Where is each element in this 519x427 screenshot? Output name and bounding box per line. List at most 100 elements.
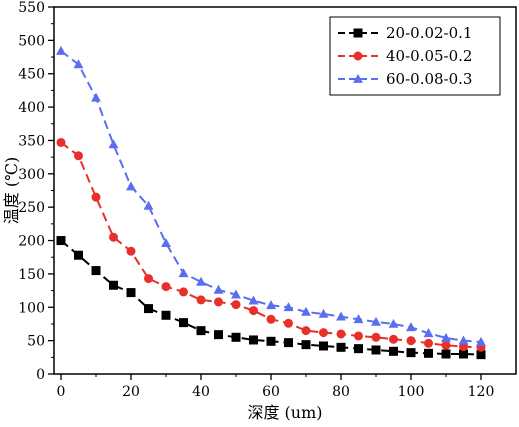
data-point xyxy=(231,300,241,310)
data-point xyxy=(476,350,486,360)
data-point xyxy=(266,314,276,324)
data-point xyxy=(56,45,66,55)
legend-label: 20-0.02-0.1 xyxy=(386,24,472,42)
plot-series xyxy=(56,45,486,360)
data-point xyxy=(196,276,206,286)
data-point xyxy=(143,200,154,210)
data-point xyxy=(126,288,136,298)
data-point xyxy=(336,311,346,321)
data-point xyxy=(266,300,276,310)
legend-label: 40-0.05-0.2 xyxy=(386,47,472,65)
data-point xyxy=(283,302,294,312)
x-tick-label: 60 xyxy=(262,384,280,400)
data-point xyxy=(371,332,381,342)
data-point xyxy=(91,266,101,276)
data-point xyxy=(458,335,469,345)
y-axis-title: 温度 (℃) xyxy=(2,157,21,224)
data-point xyxy=(108,139,119,149)
y-tick-label: 250 xyxy=(18,200,45,216)
legend-marker xyxy=(353,51,363,61)
x-axis: 0 20 40 60 80 100 120 xyxy=(57,374,495,400)
data-point xyxy=(284,318,293,328)
data-point xyxy=(336,342,346,352)
data-point xyxy=(161,310,171,320)
y-tick-label: 350 xyxy=(18,133,45,149)
data-point xyxy=(406,348,416,358)
data-point xyxy=(318,308,329,318)
y-tick-label: 50 xyxy=(27,334,45,350)
legend-marker xyxy=(353,73,363,83)
data-point xyxy=(231,289,241,299)
data-point xyxy=(301,340,311,350)
data-point xyxy=(301,326,311,336)
data-point xyxy=(441,332,451,342)
data-point xyxy=(196,295,206,305)
data-point xyxy=(301,306,311,316)
data-point xyxy=(249,306,258,316)
y-tick-label: 450 xyxy=(18,67,45,83)
y-tick-label: 0 xyxy=(36,367,45,383)
x-tick-label: 120 xyxy=(468,384,495,400)
data-point xyxy=(161,238,171,248)
data-point xyxy=(179,318,188,328)
data-point xyxy=(196,326,206,336)
x-tick-label: 0 xyxy=(57,384,66,400)
data-point xyxy=(284,338,293,348)
data-point xyxy=(73,59,84,69)
data-point xyxy=(126,246,136,256)
data-point xyxy=(319,328,328,338)
data-point xyxy=(231,332,241,342)
y-tick-label: 150 xyxy=(18,267,45,283)
series-2 xyxy=(56,137,486,352)
y-tick-label: 550 xyxy=(18,0,45,16)
data-point xyxy=(423,328,434,338)
data-point xyxy=(424,338,433,348)
x-tick-label: 100 xyxy=(398,384,425,400)
data-point xyxy=(109,232,118,242)
data-point xyxy=(214,297,223,307)
y-tick-label: 100 xyxy=(18,300,45,316)
y-tick-label: 500 xyxy=(18,33,45,49)
data-point xyxy=(144,304,153,314)
data-point xyxy=(441,349,451,359)
x-tick-label: 40 xyxy=(192,384,210,400)
x-axis-title: 深度 (um) xyxy=(247,403,322,422)
legend: 20-0.02-0.1 40-0.05-0.2 60-0.08-0.3 xyxy=(329,16,501,96)
legend-label: 60-0.08-0.3 xyxy=(386,70,472,88)
x-tick-label: 20 xyxy=(122,384,140,400)
data-point xyxy=(248,295,259,305)
data-point xyxy=(389,346,398,356)
data-point xyxy=(213,284,224,294)
data-point xyxy=(424,348,433,358)
data-point xyxy=(389,334,398,344)
data-point xyxy=(126,181,136,191)
data-point xyxy=(214,330,223,340)
data-point xyxy=(319,341,328,351)
data-point xyxy=(353,314,364,324)
data-point xyxy=(371,345,381,355)
data-point xyxy=(476,336,486,346)
data-point xyxy=(459,349,468,359)
data-point xyxy=(109,280,118,290)
data-point xyxy=(74,250,83,260)
y-tick-label: 400 xyxy=(18,100,45,116)
data-point xyxy=(406,322,416,332)
y-tick-label: 300 xyxy=(18,167,45,183)
series-1 xyxy=(56,236,486,360)
data-point xyxy=(371,316,381,326)
data-point xyxy=(91,92,101,102)
data-point xyxy=(179,287,188,297)
data-point xyxy=(354,331,363,341)
data-point xyxy=(249,335,258,345)
series-3 xyxy=(56,45,486,346)
data-point xyxy=(56,236,66,246)
data-point xyxy=(74,151,83,161)
legend-marker xyxy=(353,28,363,38)
data-point xyxy=(336,329,346,339)
data-point xyxy=(406,336,416,346)
data-point xyxy=(266,336,276,346)
data-point xyxy=(91,192,101,202)
data-point xyxy=(441,340,451,350)
y-tick-label: 200 xyxy=(18,234,45,250)
